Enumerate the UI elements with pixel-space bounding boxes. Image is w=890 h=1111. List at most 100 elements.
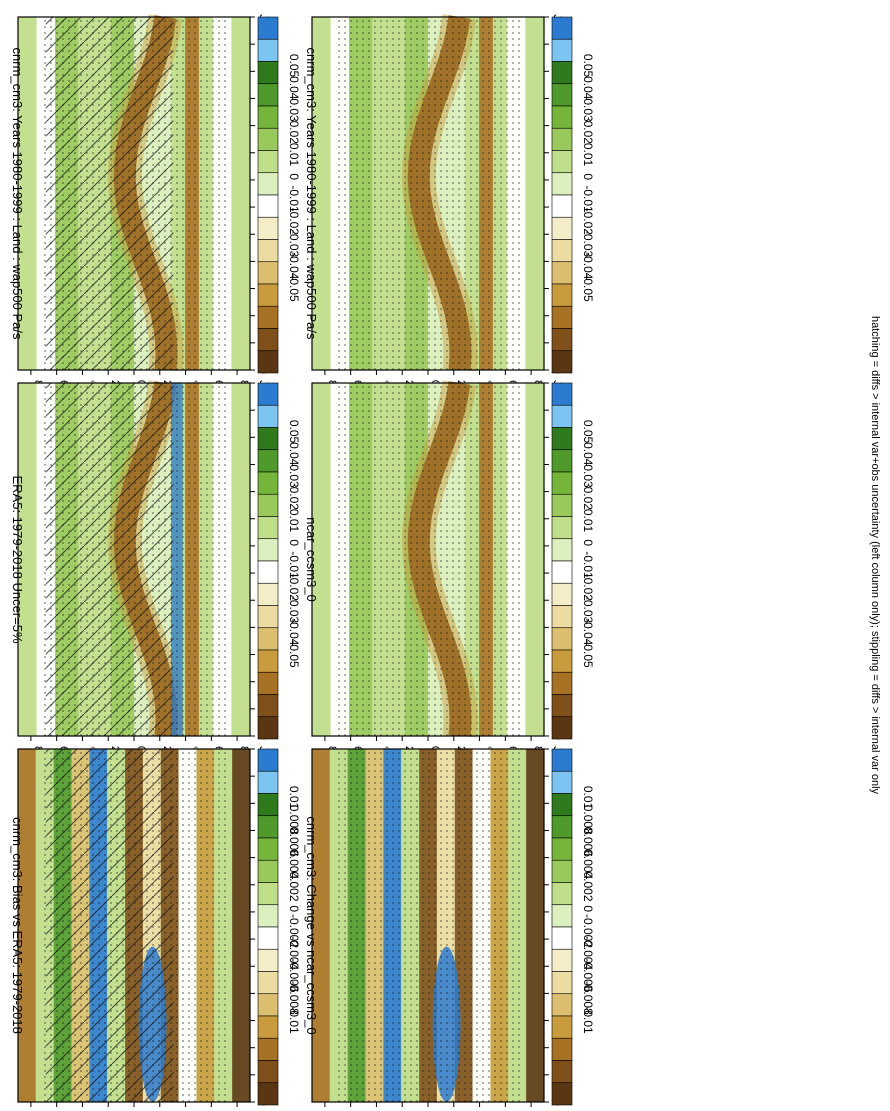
colorbar-swatch xyxy=(257,493,279,517)
colorbar-swatch xyxy=(257,649,279,673)
colorbar-label: -0.05 xyxy=(581,274,595,302)
panel-p5: cnrm_cm3: Bias vs ERA5: 1979-20188060°N2… xyxy=(10,746,269,1107)
colorbar-swatch xyxy=(257,283,279,307)
colorbar-swatch xyxy=(257,61,279,85)
colorbar-label: 0 xyxy=(287,173,301,180)
colorbar-swatch xyxy=(551,1037,573,1061)
colorbar-label: 0.004 xyxy=(287,849,301,879)
colorbar-label: 0.03 xyxy=(581,98,595,122)
colorbar-swatch xyxy=(551,305,573,329)
colorbar-swatch xyxy=(551,1082,573,1106)
colorbar-label: -0.004 xyxy=(581,936,595,970)
colorbar-p6: 0.010.0080.0060.0040.0020-0.002-0.004-0.… xyxy=(551,748,595,1106)
colorbar-label: 0.004 xyxy=(581,849,595,879)
colorbar-swatch xyxy=(257,216,279,240)
stippling xyxy=(335,17,521,370)
colorbar-label: 0.04 xyxy=(581,76,595,100)
colorbar-swatch xyxy=(551,948,573,972)
band-0 xyxy=(18,17,37,370)
colorbar-label: 0.02 xyxy=(581,487,595,511)
stippling xyxy=(335,383,521,736)
panel-title: cnrm_cm3: Years 1980-1999 : Land : wap50… xyxy=(10,48,25,340)
colorbar-label: -0.006 xyxy=(287,958,301,992)
colorbar-swatch xyxy=(257,261,279,285)
colorbar-swatch xyxy=(551,649,573,673)
colorbar-p5: 0.010.0080.0060.0040.0020-0.002-0.004-0.… xyxy=(257,748,301,1106)
colorbar-label: -0.01 xyxy=(581,551,595,579)
colorbar-label: 0 xyxy=(581,905,595,912)
colorbar-label: -0.01 xyxy=(581,1006,595,1034)
band-9 xyxy=(231,17,250,370)
colorbar-label: -0.02 xyxy=(287,574,301,602)
colorbar-swatch xyxy=(257,83,279,107)
colorbar-label: 0.008 xyxy=(581,805,595,835)
colorbar-p4: 0.050.040.030.020.010-0.01-0.02-0.03-0.0… xyxy=(551,382,595,740)
colorbar-swatch xyxy=(551,61,573,85)
hatching xyxy=(45,17,174,370)
colorbar-label: 0.02 xyxy=(287,487,301,511)
colorbar-label: -0.03 xyxy=(287,596,301,624)
colorbar-swatch xyxy=(257,815,279,839)
colorbar-swatch xyxy=(551,493,573,517)
colorbar-swatch xyxy=(257,194,279,218)
colorbar-label: -0.008 xyxy=(581,981,595,1015)
colorbar-swatch xyxy=(551,150,573,174)
colorbar-swatch xyxy=(257,605,279,629)
colorbar-swatch xyxy=(257,16,279,40)
colorbar-label: 0.05 xyxy=(287,420,301,444)
panel-p3: ERA5: 1979-2018 Uncer=5%8060°N20020°S608… xyxy=(10,380,269,758)
colorbar-swatch xyxy=(257,671,279,695)
colorbar-swatch xyxy=(257,582,279,606)
colorbar-label: -0.04 xyxy=(581,618,595,646)
colorbar-swatch xyxy=(257,427,279,451)
colorbar-swatch xyxy=(551,1015,573,1039)
colorbar-swatch xyxy=(257,538,279,562)
colorbar-label: -0.04 xyxy=(287,252,301,280)
colorbar-swatch xyxy=(257,150,279,174)
colorbar-label: -0.02 xyxy=(581,574,595,602)
colorbar-swatch xyxy=(551,328,573,352)
colorbar-swatch xyxy=(551,16,573,40)
colorbar-swatch xyxy=(551,582,573,606)
colorbar-swatch xyxy=(551,382,573,406)
colorbar-swatch xyxy=(257,694,279,718)
colorbar-swatch xyxy=(551,127,573,151)
colorbar-swatch xyxy=(551,748,573,772)
colorbar-label: -0.004 xyxy=(287,936,301,970)
band-0 xyxy=(312,17,331,370)
colorbar-label: -0.008 xyxy=(287,981,301,1015)
colorbar-swatch xyxy=(257,993,279,1017)
panel-title: ncar_ccsm3_0 xyxy=(304,517,319,602)
colorbar-label: 0.006 xyxy=(581,827,595,857)
panel-p6: cnrm_cm3: Change vs ncar_ccsm3_08060°N20… xyxy=(304,746,563,1107)
colorbar-swatch xyxy=(257,948,279,972)
colorbar-p1: 0.050.040.030.020.010-0.01-0.02-0.03-0.0… xyxy=(257,16,301,374)
colorbar-swatch xyxy=(257,770,279,794)
colorbar-label: -0.05 xyxy=(287,640,301,668)
colorbar-swatch xyxy=(551,605,573,629)
colorbar-label: -0.006 xyxy=(581,958,595,992)
band-9 xyxy=(525,17,544,370)
colorbar-swatch xyxy=(257,971,279,995)
colorbar-swatch xyxy=(257,328,279,352)
colorbar-label: -0.02 xyxy=(287,208,301,236)
colorbar-label: 0.006 xyxy=(287,827,301,857)
colorbar-swatch xyxy=(551,449,573,473)
colorbar-label: 0.01 xyxy=(581,509,595,533)
colorbar-label: -0.03 xyxy=(581,230,595,258)
colorbar-swatch xyxy=(551,993,573,1017)
colorbar-label: 0.05 xyxy=(581,54,595,78)
colorbar-label: -0.03 xyxy=(287,230,301,258)
colorbar-swatch xyxy=(257,1082,279,1106)
band-0 xyxy=(18,383,37,736)
colorbar-label: 0.01 xyxy=(581,786,595,810)
colorbar-swatch xyxy=(257,350,279,374)
figure-footnote: hatching = diffs > internal var+obs unce… xyxy=(869,316,881,795)
colorbar-label: 0.002 xyxy=(581,871,595,901)
colorbar-swatch xyxy=(551,194,573,218)
colorbar-swatch xyxy=(551,516,573,540)
colorbar-label: 0.05 xyxy=(581,420,595,444)
colorbar-label: 0.02 xyxy=(581,121,595,145)
colorbar-swatch xyxy=(551,971,573,995)
